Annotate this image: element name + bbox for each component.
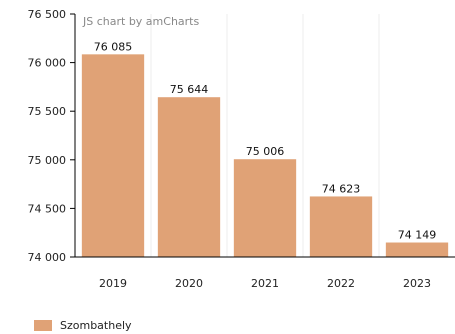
- y-tick-label: 75 000: [28, 154, 67, 167]
- x-tick-label: 2020: [175, 277, 203, 290]
- data-label: 75 006: [246, 145, 285, 158]
- legend-label: Szombathely: [60, 319, 132, 332]
- x-tick-label: 2019: [99, 277, 127, 290]
- y-tick-label: 76 500: [28, 8, 67, 21]
- y-tick-label: 75 500: [28, 105, 67, 118]
- y-tick-label: 76 000: [28, 57, 67, 70]
- bar[interactable]: [157, 97, 221, 257]
- data-labels: 76 085 75 644 75 006 74 623 74 149: [94, 40, 437, 241]
- axes: 74 000 74 500 75 000 75 500 76 000 76 500 2019…: [28, 8, 455, 290]
- legend[interactable]: Szombathely: [34, 319, 132, 332]
- bar[interactable]: [81, 54, 145, 258]
- bars: [81, 54, 449, 258]
- grid-lines: [150, 14, 380, 257]
- x-tick-label: 2021: [251, 277, 279, 290]
- y-tick-label: 74 500: [28, 202, 67, 215]
- data-label: 74 623: [322, 182, 361, 195]
- bar[interactable]: [309, 196, 373, 257]
- data-label: 75 644: [170, 83, 209, 96]
- x-tick-label: 2022: [327, 277, 355, 290]
- bar[interactable]: [385, 242, 449, 257]
- data-label: 74 149: [398, 229, 437, 242]
- chart-credit[interactable]: JS chart by amCharts: [82, 15, 199, 28]
- bar[interactable]: [233, 159, 297, 257]
- legend-swatch: [34, 320, 52, 331]
- x-tick-label: 2023: [403, 277, 431, 290]
- data-label: 76 085: [94, 40, 133, 53]
- y-tick-label: 74 000: [28, 251, 67, 264]
